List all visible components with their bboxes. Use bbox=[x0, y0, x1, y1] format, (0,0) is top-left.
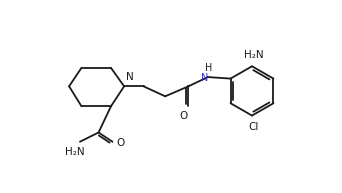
Text: Cl: Cl bbox=[248, 122, 259, 132]
Text: N: N bbox=[201, 73, 208, 83]
Text: O: O bbox=[116, 138, 124, 148]
Text: H₂N: H₂N bbox=[244, 50, 263, 60]
Text: N: N bbox=[127, 72, 134, 82]
Text: H: H bbox=[205, 63, 212, 73]
Text: O: O bbox=[179, 111, 187, 121]
Text: H₂N: H₂N bbox=[65, 147, 85, 157]
